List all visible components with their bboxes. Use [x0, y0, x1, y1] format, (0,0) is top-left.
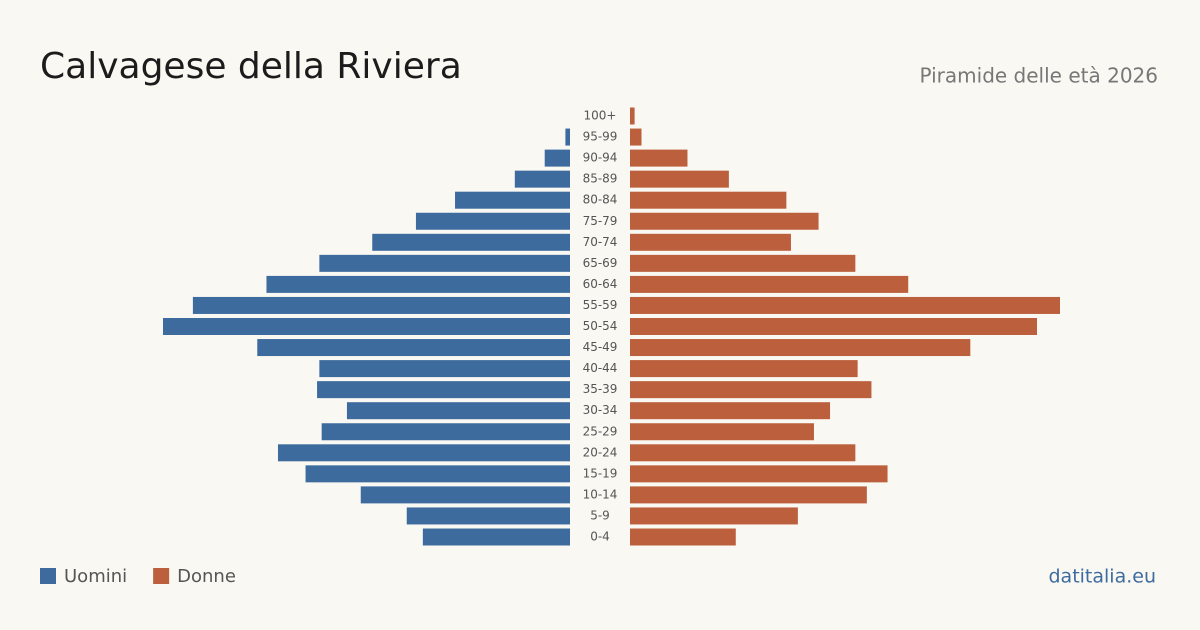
bar	[305, 465, 570, 483]
age-label: 70-74	[583, 235, 618, 249]
age-label: 0-4	[590, 530, 610, 544]
bar	[630, 191, 787, 209]
age-label: 60-64	[583, 277, 618, 291]
bar	[630, 486, 867, 504]
age-label: 20-24	[583, 445, 618, 459]
age-label: 5-9	[590, 508, 610, 522]
bar	[266, 275, 570, 293]
bar	[319, 360, 570, 378]
bar	[422, 528, 570, 546]
bar	[162, 318, 570, 335]
bar	[630, 149, 688, 167]
legend-swatch	[153, 568, 170, 584]
age-label: 95-99	[583, 130, 618, 144]
age-label: 25-29	[583, 424, 618, 438]
bar	[257, 339, 570, 357]
bar	[630, 128, 642, 146]
age-label: 40-44	[583, 361, 618, 375]
chart-title: Calvagese della Riviera	[40, 46, 462, 87]
age-label: 55-59	[583, 298, 618, 312]
legend-label: Donne	[177, 566, 236, 587]
legend-label: Uomini	[64, 566, 127, 587]
age-label: 65-69	[583, 256, 618, 270]
age-label: 45-49	[583, 340, 618, 354]
bar	[630, 170, 729, 188]
bar	[346, 402, 570, 420]
bar	[630, 296, 1060, 314]
bar	[630, 339, 971, 357]
bar	[321, 423, 570, 441]
bar	[630, 318, 1038, 335]
bar	[630, 107, 635, 125]
age-label: 15-19	[583, 466, 618, 480]
bar	[319, 254, 570, 272]
bar	[372, 233, 570, 251]
bar	[514, 170, 570, 188]
age-label: 30-34	[583, 403, 618, 417]
bar	[630, 275, 909, 293]
age-label: 50-54	[583, 319, 618, 333]
bar	[277, 444, 570, 462]
bar	[360, 486, 570, 504]
bar	[544, 149, 570, 167]
bar	[630, 360, 858, 378]
bar	[630, 212, 819, 230]
bar	[192, 296, 570, 314]
bar	[317, 381, 570, 399]
bar	[630, 254, 856, 272]
bar	[630, 402, 831, 420]
age-label: 75-79	[583, 214, 618, 228]
source: datitalia.eu	[1049, 566, 1157, 588]
bar	[630, 528, 736, 546]
age-label: 10-14	[583, 487, 618, 501]
age-label: 35-39	[583, 382, 618, 396]
bar	[630, 381, 872, 399]
bar	[406, 507, 570, 525]
bar	[630, 233, 791, 251]
age-label: 80-84	[583, 193, 618, 207]
bar	[630, 423, 814, 441]
bar	[565, 128, 570, 146]
bar	[455, 191, 570, 209]
age-label: 85-89	[583, 172, 618, 186]
bar	[630, 507, 798, 525]
age-label: 90-94	[583, 151, 618, 165]
legend-swatch	[40, 568, 56, 584]
chart-subtitle: Piramide delle età 2026	[920, 64, 1159, 88]
bar	[630, 465, 888, 483]
bar	[415, 212, 570, 230]
bar	[630, 444, 856, 462]
age-label: 100+	[584, 109, 617, 123]
